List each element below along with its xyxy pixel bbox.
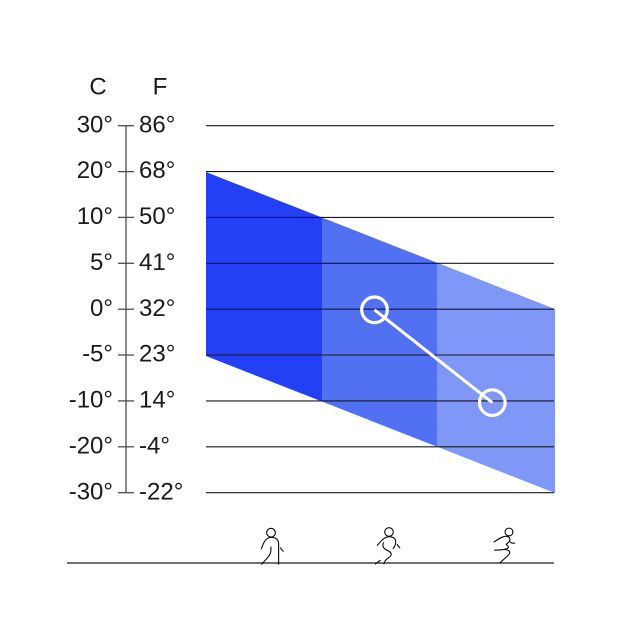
svg-text:-5°: -5° — [82, 341, 113, 368]
svg-text:-4°: -4° — [139, 432, 170, 459]
svg-text:0°: 0° — [90, 295, 113, 322]
svg-text:F: F — [153, 74, 168, 101]
svg-text:14°: 14° — [139, 387, 175, 414]
svg-text:50°: 50° — [139, 203, 175, 230]
svg-text:10°: 10° — [77, 203, 113, 230]
svg-text:86°: 86° — [139, 111, 175, 138]
svg-text:C: C — [89, 74, 106, 101]
svg-text:30°: 30° — [77, 111, 113, 138]
svg-text:-20°: -20° — [69, 432, 113, 459]
svg-text:41°: 41° — [139, 249, 175, 276]
svg-text:-22°: -22° — [139, 478, 183, 505]
svg-text:23°: 23° — [139, 341, 175, 368]
svg-text:-10°: -10° — [69, 387, 113, 414]
svg-text:32°: 32° — [139, 295, 175, 322]
svg-text:20°: 20° — [77, 157, 113, 184]
svg-text:5°: 5° — [90, 249, 113, 276]
svg-text:68°: 68° — [139, 157, 175, 184]
svg-text:-30°: -30° — [69, 478, 113, 505]
